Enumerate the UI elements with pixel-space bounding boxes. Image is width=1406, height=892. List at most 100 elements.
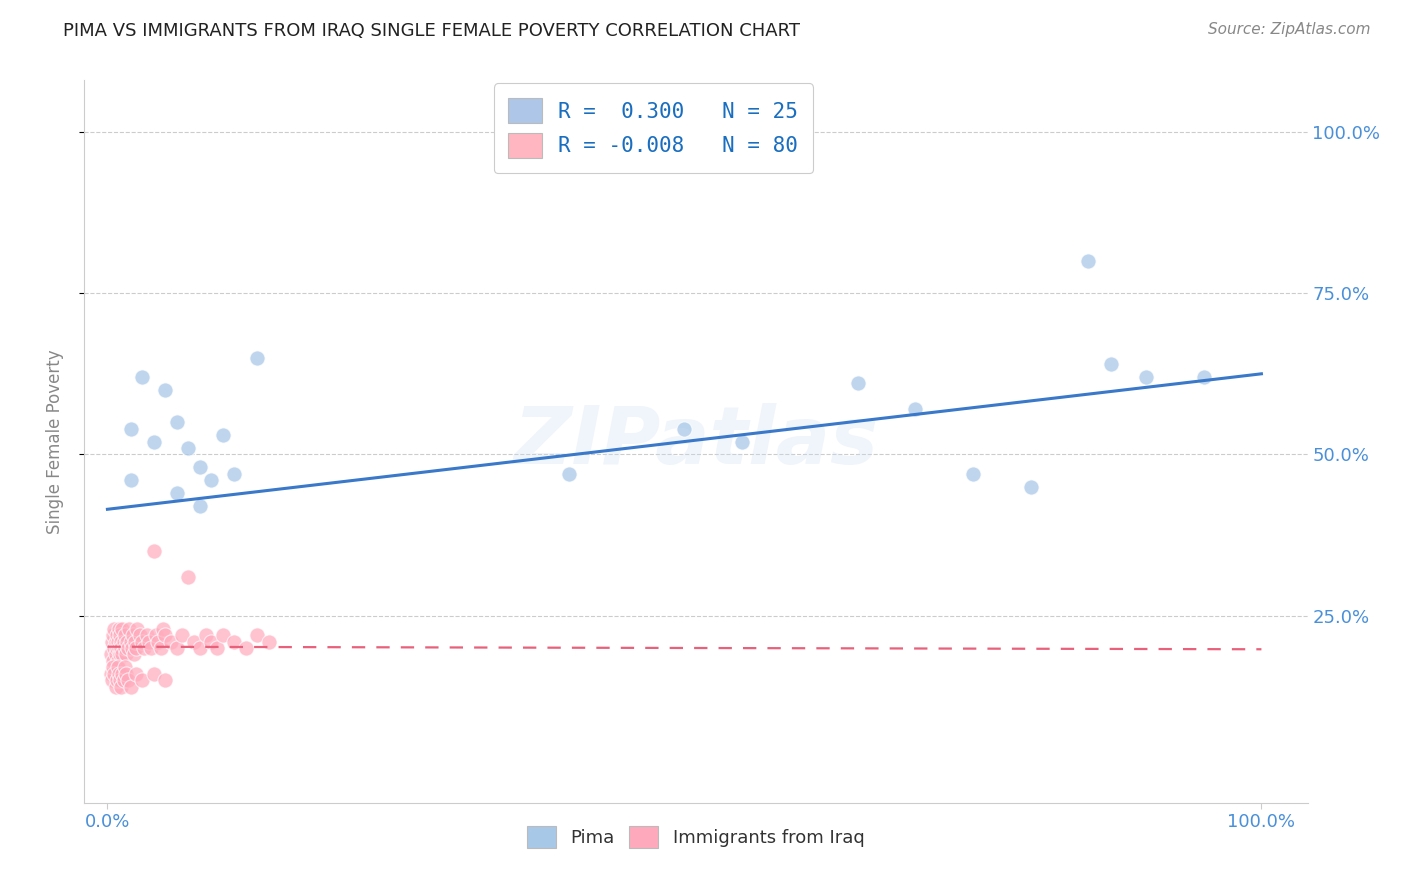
Point — [1192, 370, 1215, 384]
Point — [103, 666, 125, 681]
Point — [904, 402, 927, 417]
Point — [172, 628, 194, 642]
Point — [1019, 480, 1042, 494]
Point — [103, 654, 125, 668]
Point — [1077, 254, 1099, 268]
Point — [108, 622, 131, 636]
Point — [110, 634, 132, 648]
Point — [111, 648, 134, 662]
Point — [142, 544, 165, 558]
Point — [128, 628, 150, 642]
Point — [731, 434, 754, 449]
Point — [108, 628, 131, 642]
Point — [100, 666, 122, 681]
Point — [107, 654, 129, 668]
Point — [141, 640, 163, 655]
Point — [558, 467, 581, 481]
Point — [117, 673, 139, 688]
Point — [211, 428, 233, 442]
Point — [114, 640, 136, 655]
Point — [166, 486, 188, 500]
Text: Source: ZipAtlas.com: Source: ZipAtlas.com — [1208, 22, 1371, 37]
Point — [103, 622, 125, 636]
Point — [115, 648, 138, 662]
Point — [104, 680, 127, 694]
Y-axis label: Single Female Poverty: Single Female Poverty — [45, 350, 63, 533]
Point — [153, 673, 176, 688]
Point — [121, 640, 143, 655]
Point — [104, 648, 127, 662]
Point — [200, 634, 222, 648]
Point — [110, 680, 132, 694]
Point — [142, 666, 165, 681]
Legend: Pima, Immigrants from Iraq: Pima, Immigrants from Iraq — [520, 819, 872, 855]
Point — [115, 666, 138, 681]
Point — [103, 660, 125, 674]
Point — [131, 673, 153, 688]
Point — [120, 473, 142, 487]
Point — [108, 640, 131, 655]
Point — [211, 628, 233, 642]
Point — [107, 634, 129, 648]
Point — [131, 634, 153, 648]
Point — [101, 673, 124, 688]
Point — [117, 640, 139, 655]
Point — [131, 370, 153, 384]
Point — [100, 648, 122, 662]
Point — [246, 628, 269, 642]
Point — [135, 628, 157, 642]
Point — [673, 422, 696, 436]
Point — [105, 640, 128, 655]
Point — [108, 648, 131, 662]
Point — [166, 415, 188, 429]
Point — [114, 660, 136, 674]
Point — [105, 673, 128, 688]
Point — [120, 634, 142, 648]
Point — [111, 666, 134, 681]
Point — [183, 634, 205, 648]
Point — [122, 648, 145, 662]
Point — [224, 634, 246, 648]
Point — [118, 622, 141, 636]
Point — [112, 673, 135, 688]
Point — [166, 640, 188, 655]
Point — [846, 376, 869, 391]
Point — [188, 460, 211, 475]
Point — [153, 628, 176, 642]
Point — [108, 673, 131, 688]
Point — [205, 640, 228, 655]
Point — [110, 640, 132, 655]
Text: PIMA VS IMMIGRANTS FROM IRAQ SINGLE FEMALE POVERTY CORRELATION CHART: PIMA VS IMMIGRANTS FROM IRAQ SINGLE FEMA… — [63, 22, 800, 40]
Point — [108, 666, 131, 681]
Point — [194, 628, 217, 642]
Point — [224, 467, 246, 481]
Point — [160, 634, 183, 648]
Point — [188, 499, 211, 513]
Point — [112, 634, 135, 648]
Point — [257, 634, 280, 648]
Point — [246, 351, 269, 365]
Point — [235, 640, 257, 655]
Point — [115, 634, 138, 648]
Point — [114, 628, 136, 642]
Point — [1135, 370, 1157, 384]
Point — [120, 422, 142, 436]
Point — [120, 680, 142, 694]
Point — [101, 634, 124, 648]
Point — [152, 622, 174, 636]
Point — [153, 383, 176, 397]
Point — [125, 666, 148, 681]
Point — [145, 628, 167, 642]
Point — [200, 473, 222, 487]
Point — [104, 634, 127, 648]
Point — [124, 634, 146, 648]
Point — [103, 628, 125, 642]
Point — [138, 634, 160, 648]
Point — [105, 628, 128, 642]
Text: ZIPatlas: ZIPatlas — [513, 402, 879, 481]
Point — [142, 434, 165, 449]
Point — [177, 570, 200, 584]
Point — [1099, 357, 1122, 371]
Point — [188, 640, 211, 655]
Point — [127, 622, 149, 636]
